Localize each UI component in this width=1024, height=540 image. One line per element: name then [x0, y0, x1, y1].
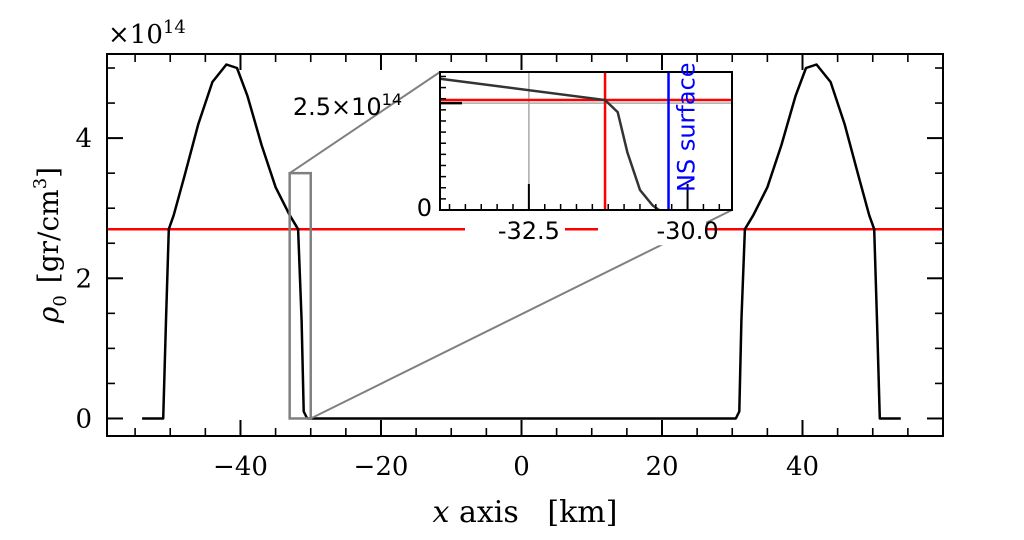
ns-surface-label: NS surface: [673, 62, 701, 192]
inset-y-tick-label: 0: [417, 194, 432, 222]
inset-plot-panel: NS surface -32.5 -30.0 0 2.5×1014: [293, 62, 733, 245]
main-y-tick-labels: 0 2 4: [75, 124, 92, 434]
y-tick-label: 4: [75, 124, 92, 154]
inset-frame: [439, 71, 733, 211]
inset-series: [439, 77, 660, 212]
x-tick-label: −20: [354, 452, 409, 482]
main-plot-frame: [106, 53, 944, 437]
zoom-indicator: [288, 71, 733, 420]
x-tick-label: 20: [645, 452, 678, 482]
label-mask: [598, 213, 706, 246]
zoom-connector: [289, 71, 441, 174]
x-tick-label: −40: [213, 452, 268, 482]
inset-background: [440, 72, 732, 210]
main-ticks: [107, 54, 943, 436]
main-x-tick-labels: −40 −20 0 20 40: [213, 452, 819, 482]
x-tick-label: 0: [513, 452, 530, 482]
density-profile-line: [142, 63, 901, 420]
x-axis-label: x axis [km]: [433, 495, 618, 530]
y-tick-label: 2: [75, 264, 92, 294]
main-plot-panel: −40 −20 0 20 40 0 2 4: [75, 53, 944, 482]
inset-x-tick-label: -30.0: [657, 217, 719, 245]
main-series: [142, 63, 901, 420]
svg-text:ρ0[gr/cm3]: ρ0[gr/cm3]: [30, 167, 71, 324]
inset-x-tick-label: -32.5: [498, 217, 560, 245]
inset-y-tick-labels: 0 2.5×1014: [293, 90, 432, 222]
inset-y-tick-label: 2.5×1014: [293, 90, 402, 121]
y-axis-label: ρ0[gr/cm3]: [30, 167, 71, 324]
y-tick-label: 0: [75, 404, 92, 434]
inset-density-line: [439, 77, 660, 212]
inset-x-tick-labels: -32.5 -30.0: [498, 217, 719, 245]
zoom-box: [288, 171, 312, 420]
label-mask: [465, 213, 565, 246]
x-tick-label: 40: [786, 452, 819, 482]
y-scale-note: ×1014: [108, 17, 186, 50]
